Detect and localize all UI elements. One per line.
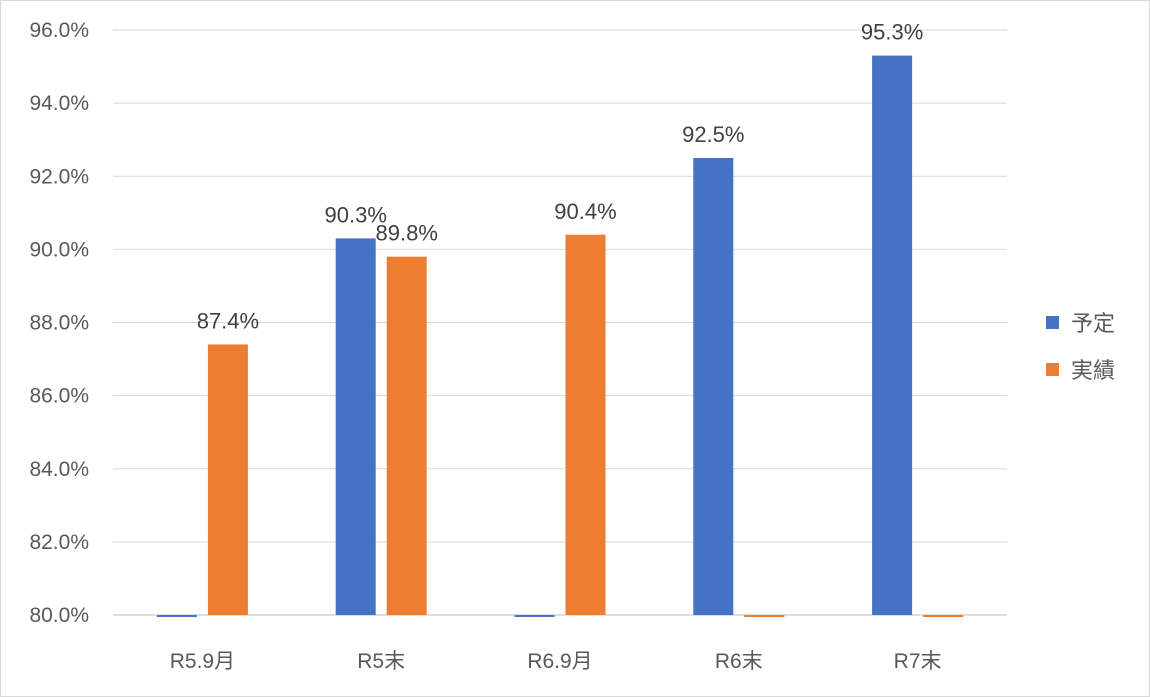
y-tick-label: 94.0% — [29, 92, 89, 115]
data-label: 89.8% — [376, 221, 438, 246]
y-tick-label: 84.0% — [29, 458, 89, 481]
data-label: 90.4% — [554, 199, 616, 224]
legend-swatch — [1046, 316, 1059, 329]
legend-swatch — [1046, 363, 1059, 376]
y-tick-label: 82.0% — [29, 531, 89, 554]
data-label: 92.5% — [682, 122, 744, 147]
bar-actual — [565, 234, 606, 615]
bar-plan — [335, 238, 376, 615]
bar-plan — [693, 157, 734, 615]
y-tick-label: 90.0% — [29, 238, 89, 261]
data-label: 95.3% — [861, 20, 923, 45]
x-category-label: R7末 — [894, 650, 942, 673]
y-tick-label: 80.0% — [29, 604, 89, 627]
bar-plan — [872, 55, 913, 615]
y-tick-label: 96.0% — [29, 19, 89, 42]
x-category-label: R5.9月 — [170, 650, 235, 673]
legend-label: 予定 — [1071, 311, 1115, 336]
bar-actual — [207, 344, 248, 615]
bar-actual — [386, 256, 427, 615]
y-tick-label: 92.0% — [29, 165, 89, 188]
y-tick-label: 86.0% — [29, 385, 89, 408]
legend-label: 実績 — [1071, 358, 1115, 383]
data-label: 87.4% — [197, 308, 259, 333]
x-category-label: R6末 — [715, 650, 763, 673]
x-category-label: R5末 — [357, 650, 405, 673]
y-tick-label: 88.0% — [29, 312, 89, 335]
data-label: 90.3% — [325, 202, 387, 227]
x-category-label: R6.9月 — [527, 650, 592, 673]
